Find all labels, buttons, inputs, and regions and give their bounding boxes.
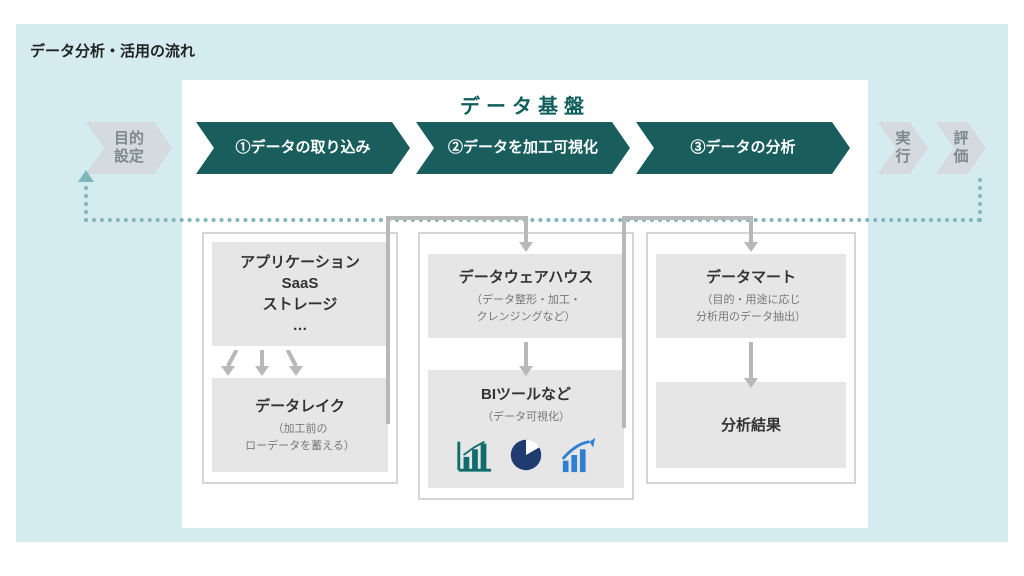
panel-title: データ基盤 — [182, 90, 868, 119]
chevron-goal: 目的 設定 — [86, 122, 172, 174]
connector-fanout — [216, 350, 240, 378]
box-title: データレイク — [255, 396, 345, 417]
chevron-step1: ①データの取り込み — [196, 122, 410, 174]
chevron-eval: 評 価 — [936, 122, 986, 174]
box-sources: アプリケーション SaaS ストレージ … — [212, 242, 388, 346]
box-subtitle: （加工前の ローデータを蓄える） — [245, 421, 355, 454]
feedback-arrowhead — [78, 170, 94, 182]
connector-fanout — [284, 350, 308, 378]
chevron-exec: 実 行 — [878, 122, 928, 174]
box-datalake: データレイク （加工前の ローデータを蓄える） — [212, 378, 388, 472]
connector-fanout — [250, 350, 274, 378]
diagram-canvas: データ分析・活用の流れ データ基盤 目的 設定 ①データの取り込み②データを加工可… — [16, 24, 1008, 542]
connector-elbow — [382, 212, 544, 442]
chevron-step2: ②データを加工可視化 — [416, 122, 630, 174]
chevron-step3: ③データの分析 — [636, 122, 850, 174]
box-title: アプリケーション SaaS ストレージ … — [240, 252, 360, 336]
growth-chart-icon — [559, 436, 597, 474]
process-arrow-row: 目的 設定 ①データの取り込み②データを加工可視化③データの分析実 行評 価 — [16, 122, 1008, 174]
diagram-title: データ分析・活用の流れ — [30, 40, 1008, 61]
connector-elbow — [618, 212, 769, 446]
